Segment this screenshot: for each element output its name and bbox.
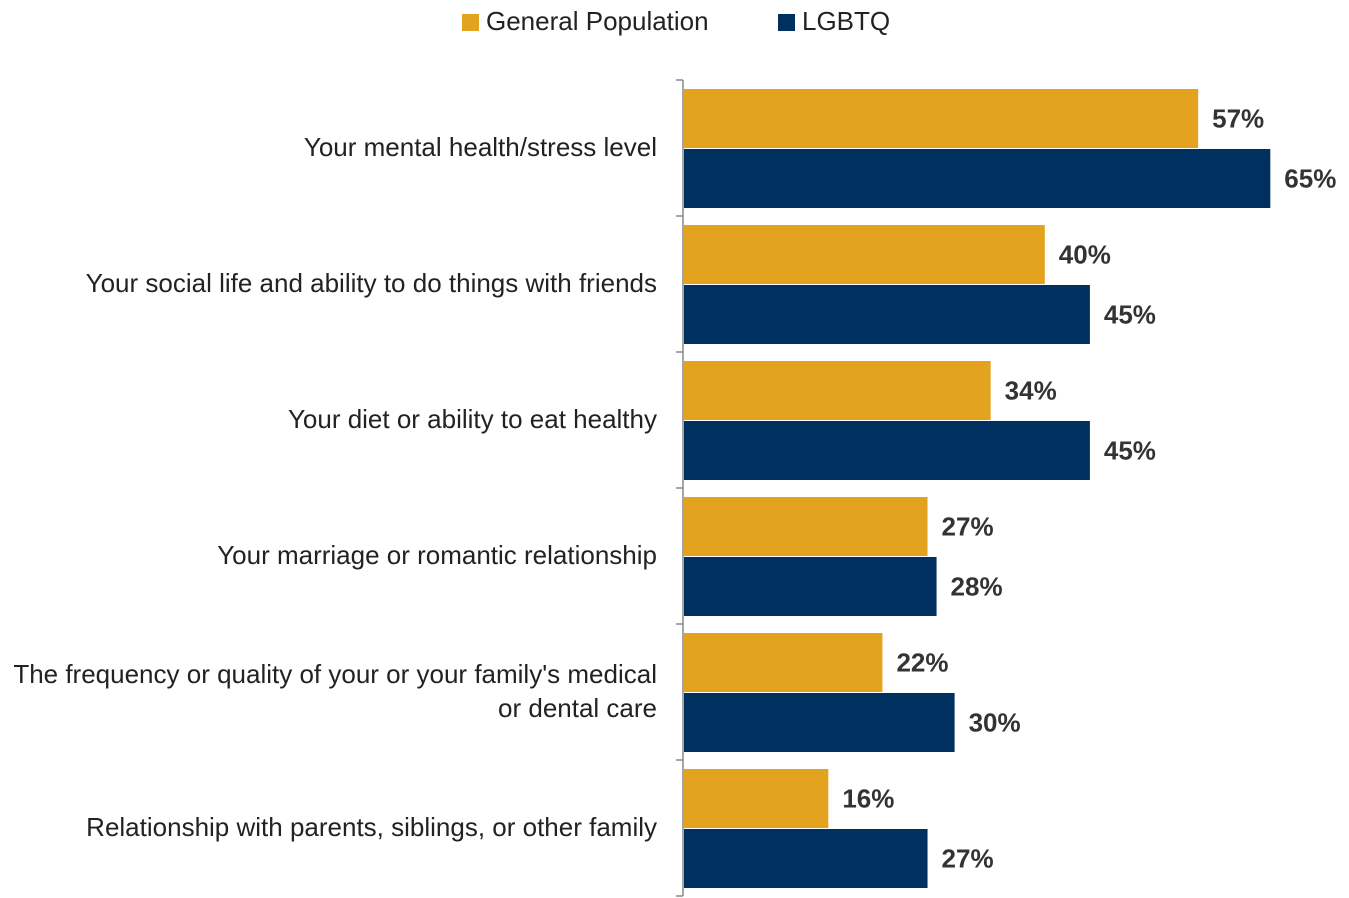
bar (684, 633, 883, 692)
bar (684, 497, 928, 556)
bar (684, 829, 928, 888)
legend-label: General Population (486, 6, 709, 36)
value-label: 28% (951, 571, 1003, 601)
value-label: 65% (1284, 163, 1336, 193)
value-label: 22% (896, 647, 948, 677)
value-label: 16% (842, 783, 894, 813)
legend-label: LGBTQ (802, 6, 890, 36)
value-label: 45% (1104, 435, 1156, 465)
category-label: The frequency or quality of your or your… (13, 659, 657, 723)
bar (684, 361, 991, 420)
value-label: 57% (1212, 103, 1264, 133)
value-label: 34% (1005, 375, 1057, 405)
category-label: Your social life and ability to do thing… (85, 268, 657, 298)
value-label: 45% (1104, 299, 1156, 329)
bar (684, 769, 829, 828)
category-label: Your diet or ability to eat healthy (287, 404, 657, 434)
bar (684, 557, 937, 616)
bar (684, 421, 1090, 480)
bar (684, 285, 1090, 344)
bar (684, 225, 1045, 284)
value-label: 27% (942, 511, 994, 541)
value-label: 30% (969, 707, 1021, 737)
legend-swatch (462, 14, 479, 31)
category-label: Your marriage or romantic relationship (217, 540, 657, 570)
legend-swatch (778, 14, 795, 31)
bar (684, 693, 955, 752)
value-label: 40% (1059, 239, 1111, 269)
bar (684, 149, 1271, 208)
category-label: Relationship with parents, siblings, or … (86, 812, 657, 842)
value-label: 27% (942, 843, 994, 873)
category-label: Your mental health/stress level (303, 132, 657, 162)
bar (684, 89, 1199, 148)
